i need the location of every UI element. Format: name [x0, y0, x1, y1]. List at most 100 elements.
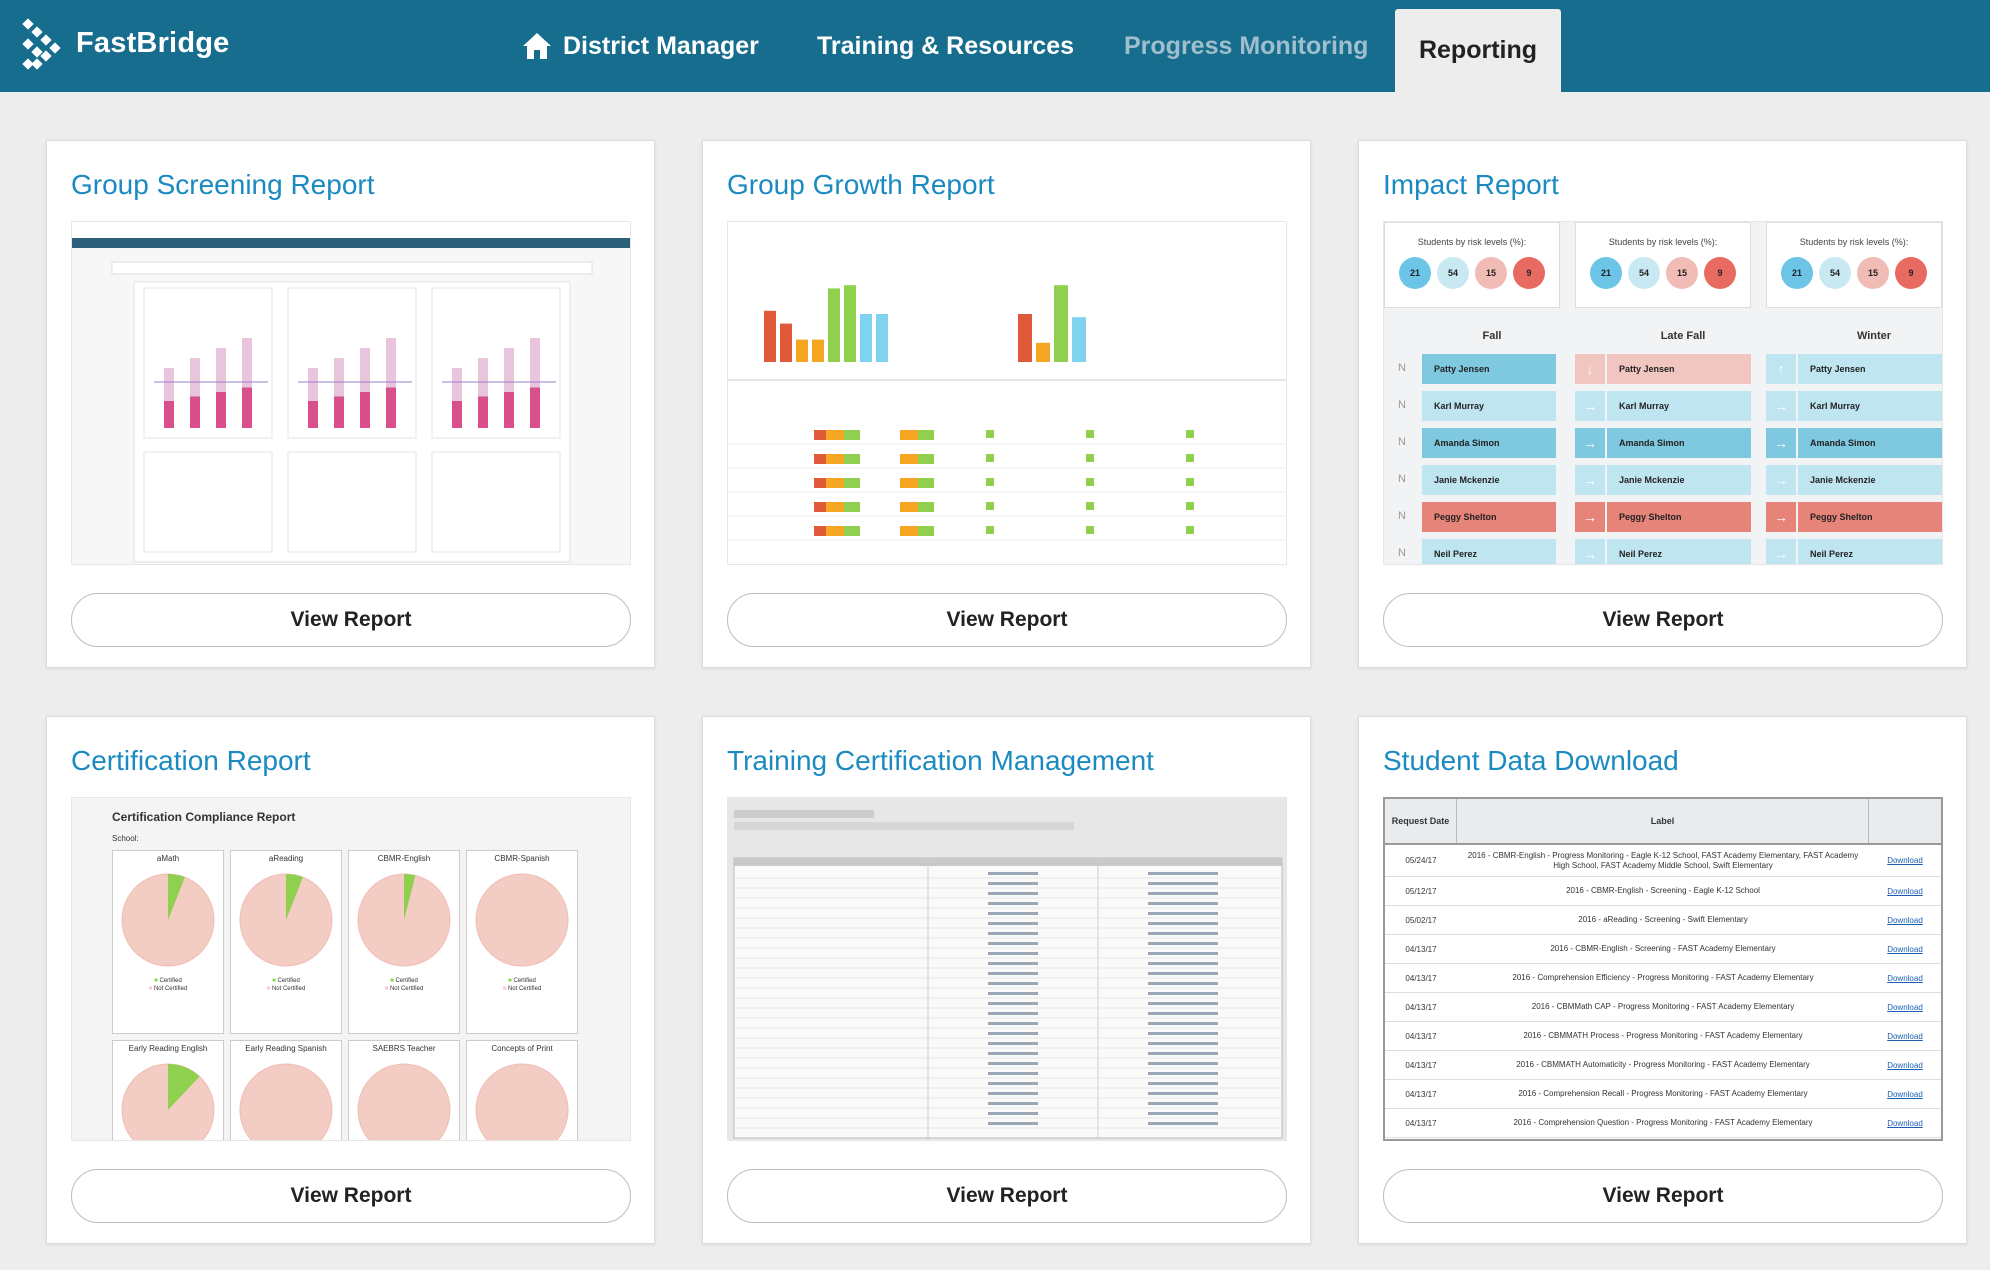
nav-progress-monitoring[interactable]: Progress Monitoring	[1124, 0, 1368, 92]
request-date-cell: 04/13/17	[1405, 1002, 1437, 1012]
certification-pie-chart	[121, 1063, 215, 1140]
student-row: Peggy Shelton	[1607, 502, 1751, 532]
risk-circle: 15	[1666, 257, 1698, 289]
score-cell	[844, 478, 860, 488]
mini-bar	[308, 368, 318, 428]
assessment-line	[1148, 1122, 1218, 1125]
certification-subject-label: Early Reading English	[128, 1044, 208, 1053]
label-cell: 2016 - aReading - Screening - Swift Elem…	[1578, 915, 1748, 925]
download-link[interactable]: Download	[1887, 973, 1923, 983]
score-cell	[826, 502, 844, 512]
growth-bar	[828, 288, 840, 362]
download-link[interactable]: Download	[1887, 1089, 1923, 1099]
download-link[interactable]: Download	[1887, 915, 1923, 925]
brand-name: FastBridge	[76, 26, 230, 59]
growth-bar	[780, 323, 792, 362]
mini-chart-panel	[431, 287, 561, 439]
nav-district-manager-label: District Manager	[563, 31, 759, 60]
download-link[interactable]: Download	[1887, 1118, 1923, 1128]
certification-subject-label: aMath	[156, 854, 180, 863]
certification-legend: ■ Certified ■ Not Certified	[384, 977, 424, 992]
certification-subject-label: Concepts of Print	[491, 1044, 553, 1053]
download-link[interactable]: Download	[1887, 1002, 1923, 1012]
score-cell	[826, 430, 844, 440]
trend-arrow-icon: →	[1766, 502, 1796, 532]
score-cell	[826, 454, 844, 464]
assessment-line	[1148, 962, 1218, 965]
certification-pie-panel: CBMR-English ■ Certified ■ Not Certified	[348, 850, 460, 1034]
view-report-button[interactable]: View Report	[1383, 1169, 1943, 1223]
score-cell	[900, 502, 918, 512]
download-link[interactable]: Download	[1887, 1060, 1923, 1070]
certification-pie-chart	[357, 873, 451, 967]
trend-arrow-icon: →	[1575, 539, 1605, 564]
score-cell	[986, 502, 994, 510]
staff-name-line	[988, 952, 1038, 955]
score-cell	[1186, 478, 1194, 486]
trend-arrow-icon: →	[1766, 391, 1796, 421]
growth-bar	[812, 339, 824, 362]
nav-reporting-label: Reporting	[1418, 36, 1538, 64]
certification-subject-label: SAEBRS Teacher	[372, 1044, 436, 1053]
risk-marker: N	[1398, 399, 1406, 411]
risk-circle: 15	[1475, 257, 1507, 289]
certification-pie-panel: Concepts of Print	[466, 1040, 578, 1140]
assessment-line	[1148, 1042, 1218, 1045]
nav-training-resources-label: Training & Resources	[817, 31, 1075, 60]
download-link[interactable]: Download	[1887, 944, 1923, 954]
certification-pie-panel: CBMR-Spanish ■ Certified ■ Not Certified	[466, 850, 578, 1034]
nav-reporting[interactable]: Reporting	[1395, 9, 1561, 92]
certification-legend: ■ Certified ■ Not Certified	[266, 977, 306, 992]
score-cell	[1186, 454, 1194, 462]
brand-logo[interactable]: FastBridge	[22, 18, 230, 70]
view-report-button[interactable]: View Report	[1383, 593, 1943, 647]
download-row: 04/13/17 2016 - Comprehension Question - …	[1385, 1109, 1941, 1138]
score-cell	[1086, 526, 1094, 534]
certification-school-label: School:	[112, 834, 139, 843]
nav-training-resources[interactable]: Training & Resources	[817, 0, 1074, 92]
risk-circles: 21 54 15 9	[1767, 257, 1941, 289]
certification-pie-panel: aReading ■ Certified ■ Not Certified	[230, 850, 342, 1034]
score-cell	[1086, 478, 1094, 486]
score-cell	[826, 526, 844, 536]
risk-circle: 15	[1857, 257, 1889, 289]
student-row: Peggy Shelton	[1422, 502, 1556, 532]
download-link[interactable]: Download	[1887, 886, 1923, 896]
staff-name-line	[988, 1072, 1038, 1075]
mini-bar	[478, 358, 488, 428]
growth-bar	[1072, 317, 1086, 362]
view-report-button[interactable]: View Report	[727, 593, 1287, 647]
score-cell	[918, 502, 934, 512]
student-row: Karl Murray	[1422, 391, 1556, 421]
view-report-button[interactable]: View Report	[71, 593, 631, 647]
training-certification-card: Training Certification Management View R…	[702, 716, 1311, 1244]
view-report-button[interactable]: View Report	[727, 1169, 1287, 1223]
label-cell: 2016 - CBMR-English - Screening - FAST A…	[1550, 944, 1776, 954]
group-growth-report-card: Group Growth Report View Report	[702, 140, 1311, 668]
student-row: Amanda Simon	[1607, 428, 1751, 458]
growth-bar	[844, 285, 856, 362]
trend-arrow-icon: ↑	[1766, 354, 1796, 384]
staff-name-line	[988, 1022, 1038, 1025]
mini-chart-panel	[143, 287, 273, 439]
growth-bar	[1018, 314, 1032, 362]
staff-name-line	[988, 932, 1038, 935]
certification-subject-label: Early Reading Spanish	[245, 1044, 327, 1053]
staff-name-line	[988, 1122, 1038, 1125]
request-date-cell: 04/13/17	[1405, 1089, 1437, 1099]
certification-preview-image: Certification Compliance Report School: …	[71, 797, 631, 1141]
period-label: Winter	[1856, 330, 1892, 342]
trend-arrow-icon: →	[1575, 428, 1605, 458]
certified-slice	[404, 873, 416, 920]
nav-district-manager[interactable]: District Manager	[521, 0, 759, 92]
certification-pie-chart	[239, 1063, 333, 1140]
download-link[interactable]: Download	[1887, 856, 1923, 865]
view-report-button[interactable]: View Report	[71, 1169, 631, 1223]
risk-level-label: Students by risk levels (%):	[1417, 237, 1527, 247]
download-link[interactable]: Download	[1887, 1031, 1923, 1041]
assessment-line	[1148, 872, 1218, 875]
mini-chart-panel	[431, 451, 561, 553]
staff-name-line	[988, 982, 1038, 985]
request-date-cell: 04/13/17	[1405, 1031, 1437, 1041]
risk-circle: 54	[1819, 257, 1851, 289]
